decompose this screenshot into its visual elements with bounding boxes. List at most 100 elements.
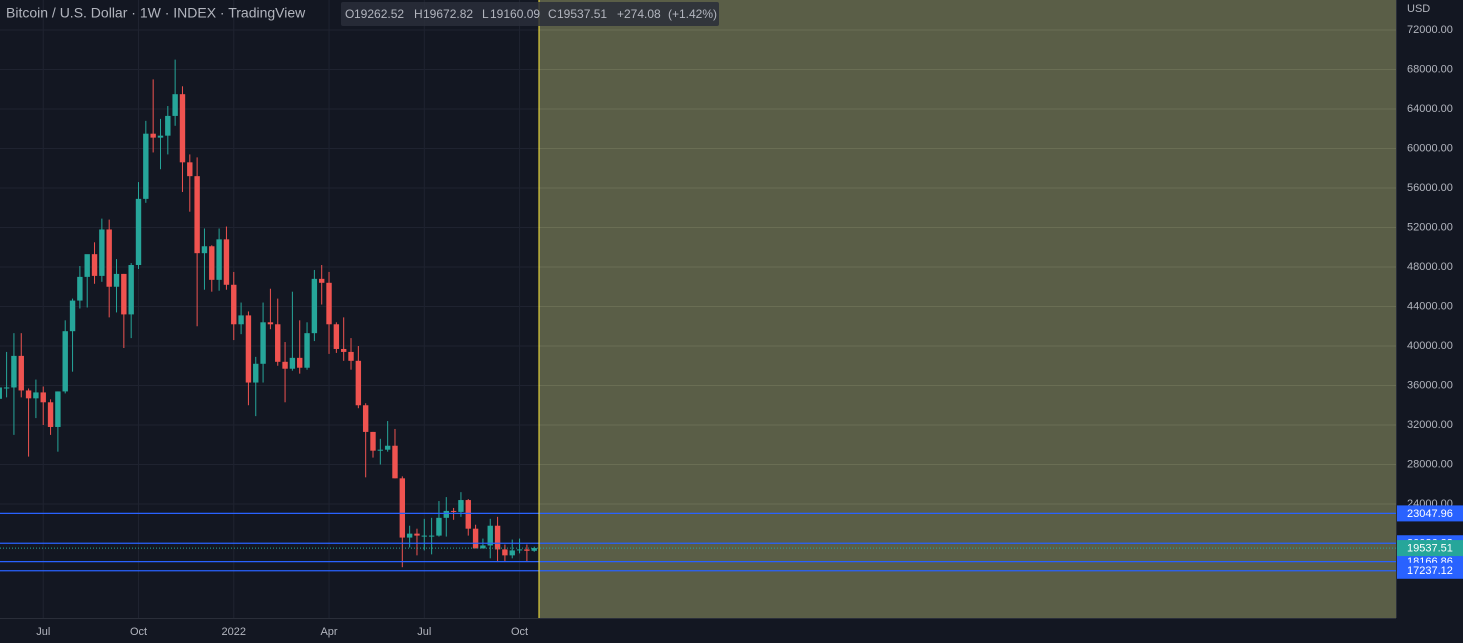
candle-body [267, 322, 274, 325]
price-lines [0, 512, 1396, 572]
candle-body [436, 517, 442, 536]
price-label-box [1397, 505, 1463, 522]
legend-box [341, 2, 719, 26]
candle-body [201, 246, 208, 254]
y-tick-label: 56000.00 [1407, 182, 1453, 194]
candle-body [113, 273, 120, 287]
legend-value: 19262.52 [354, 7, 404, 21]
candle-body [377, 449, 384, 451]
y-tick-label: 48000.00 [1407, 261, 1453, 273]
candle-body [77, 276, 83, 301]
x-tick-label: Jul [36, 626, 50, 638]
price-label-box [1397, 562, 1463, 579]
y-tick-label: 28000.00 [1407, 458, 1453, 470]
x-tick-label: Oct [511, 626, 528, 638]
y-tick-label: 60000.00 [1407, 142, 1453, 154]
candle-body [91, 254, 98, 276]
candle-body [18, 355, 24, 391]
candles [0, 59, 537, 568]
candle-body [282, 361, 288, 369]
last-price-box [1397, 540, 1463, 557]
axis-unit: USD [1407, 3, 1430, 15]
candle-body [516, 549, 523, 551]
y-tick-label: 72000.00 [1407, 24, 1453, 36]
candle-body [428, 535, 435, 537]
candle-body [99, 229, 105, 276]
candle-body [84, 254, 90, 277]
candle-body [179, 94, 186, 163]
candle-body [69, 300, 76, 332]
candle-body [33, 392, 39, 399]
candle-body [465, 500, 471, 529]
grid-overlay [539, 29, 1396, 505]
candle-body [362, 405, 369, 432]
candle-body [187, 162, 193, 177]
y-tick-label: 64000.00 [1407, 103, 1453, 115]
x-tick-label: Oct [130, 626, 147, 638]
candle-body [480, 545, 486, 549]
candle-body [304, 333, 310, 368]
last-price-label: 19537.51 [1407, 542, 1453, 554]
ohlc-legend: O 19262.52 H 19672.82 L 19160.09 C 19537… [345, 7, 717, 21]
candle-body [121, 273, 127, 315]
candle-body [524, 549, 530, 551]
candle-body [333, 324, 340, 349]
legend-change: +274.08 [617, 7, 661, 21]
candle-body [209, 246, 215, 280]
candle-body [450, 510, 457, 512]
candle-body [399, 478, 406, 538]
candle-body [25, 390, 32, 399]
candle-body [165, 115, 171, 136]
candle-body [472, 528, 479, 549]
legend-key: L [482, 7, 489, 21]
price-label: 23047.96 [1407, 508, 1453, 520]
candle-body [443, 510, 449, 518]
legend-key: O [345, 7, 354, 21]
candle-body [0, 387, 2, 399]
y-tick-label: 32000.00 [1407, 419, 1453, 431]
candle-body [253, 363, 259, 383]
candle-body [311, 278, 318, 334]
candle-body [3, 387, 10, 389]
candle-body [47, 402, 54, 427]
candle-body [55, 391, 61, 427]
candle-body [509, 550, 515, 556]
x-tick-label: Jul [417, 626, 431, 638]
legend-change-pct: (+1.42%) [668, 7, 717, 21]
candle-body [414, 533, 420, 536]
candle-body [392, 445, 398, 479]
candle-body [135, 198, 142, 266]
y-tick-label: 36000.00 [1407, 379, 1453, 391]
y-tick-label: 40000.00 [1407, 340, 1453, 352]
candle-body [494, 525, 501, 550]
chart-title: Bitcoin / U.S. Dollar · 1W · INDEX · Tra… [6, 5, 306, 21]
candle-body [340, 348, 347, 352]
candle-body [231, 284, 237, 325]
candle-body [194, 176, 200, 254]
candle-body [487, 525, 493, 546]
legend-value: 19672.82 [423, 7, 473, 21]
candle-body [260, 322, 266, 364]
legend-key: H [414, 7, 423, 21]
y-tick-label: 52000.00 [1407, 221, 1453, 233]
y-tick-label: 44000.00 [1407, 300, 1453, 312]
candle-body [223, 239, 230, 285]
x-tick-label: Apr [320, 626, 337, 638]
legend-key: C [548, 7, 557, 21]
candle-body [216, 239, 222, 280]
candle-body [275, 324, 281, 362]
candle-body [370, 431, 376, 451]
candle-body [348, 351, 354, 361]
candle-body [421, 535, 427, 537]
candle-body [502, 549, 508, 556]
candle-body [355, 360, 362, 406]
shaded-region [539, 0, 1396, 618]
candle-body [384, 445, 391, 450]
legend-value: 19537.51 [557, 7, 607, 21]
candle-body [406, 533, 413, 538]
candle-body [245, 315, 252, 383]
x-tick-label: 2022 [222, 626, 246, 638]
axes: 24000.0028000.0032000.0036000.0040000.00… [36, 24, 1453, 638]
